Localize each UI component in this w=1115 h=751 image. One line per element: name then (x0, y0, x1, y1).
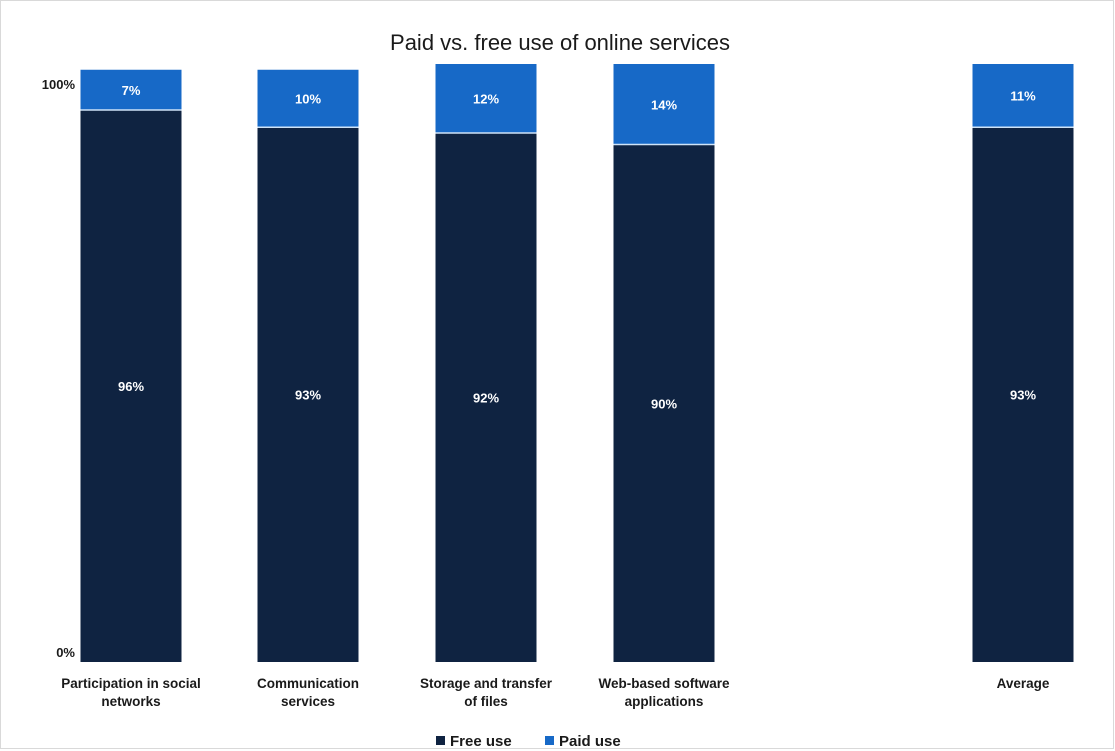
bar-free-use-3 (613, 144, 715, 662)
data-label-paid-use-4: 11% (1010, 89, 1036, 104)
bar-free-use-2 (435, 133, 537, 662)
y-tick-top: 100% (42, 77, 76, 92)
category-label-2-line-0: Storage and transfer (420, 676, 553, 691)
bar-free-use-4 (972, 127, 1074, 662)
category-labels: Participation in social networks Communica… (61, 676, 1050, 709)
data-label-free-use-4: 93% (1010, 388, 1036, 403)
data-label-free-use-0: 96% (118, 379, 144, 394)
legend-swatch-paid-use (545, 736, 554, 745)
y-tick-bottom: 0% (56, 645, 75, 660)
data-label-free-use-1: 93% (295, 388, 321, 403)
bar-paid-use-3 (613, 64, 715, 145)
category-label-0-line-0: Participation in social (61, 676, 201, 691)
chart-title: Paid vs. free use of online services (390, 30, 730, 55)
data-label-free-use-2: 92% (473, 391, 499, 406)
data-label-paid-use-1: 10% (295, 92, 321, 107)
bar-free-use-1 (257, 127, 359, 662)
category-label-3-line-1: applications (625, 694, 704, 709)
legend-label-free-use: Free use (450, 733, 512, 750)
bar-paid-use-0 (80, 69, 182, 110)
category-label-3-line-0: Web-based software (598, 676, 730, 691)
data-label-paid-use-0: 7% (122, 83, 141, 98)
legend-swatch-free-use (436, 736, 445, 745)
category-label-2-line-1: of files (464, 694, 508, 709)
legend-label-paid-use: Paid use (559, 733, 621, 750)
data-label-paid-use-3: 14% (651, 97, 677, 112)
bar-free-use-0 (80, 110, 182, 662)
data-label-paid-use-2: 12% (473, 92, 499, 107)
legend: Free use Paid use (436, 733, 621, 750)
bar-paid-use-2 (435, 64, 537, 133)
category-label-1-line-1: services (281, 694, 335, 709)
bar-paid-use-1 (257, 69, 359, 128)
data-label-free-use-3: 90% (651, 396, 677, 411)
category-label-1-line-0: Communication (257, 676, 359, 691)
bar-group: 96% 7% 93% 10% 92% 12% 90% 14% 93% 11% (80, 64, 1074, 662)
category-label-0-line-1: networks (101, 694, 160, 709)
category-label-4-line-0: Average (997, 676, 1050, 691)
bar-paid-use-4 (972, 64, 1074, 128)
